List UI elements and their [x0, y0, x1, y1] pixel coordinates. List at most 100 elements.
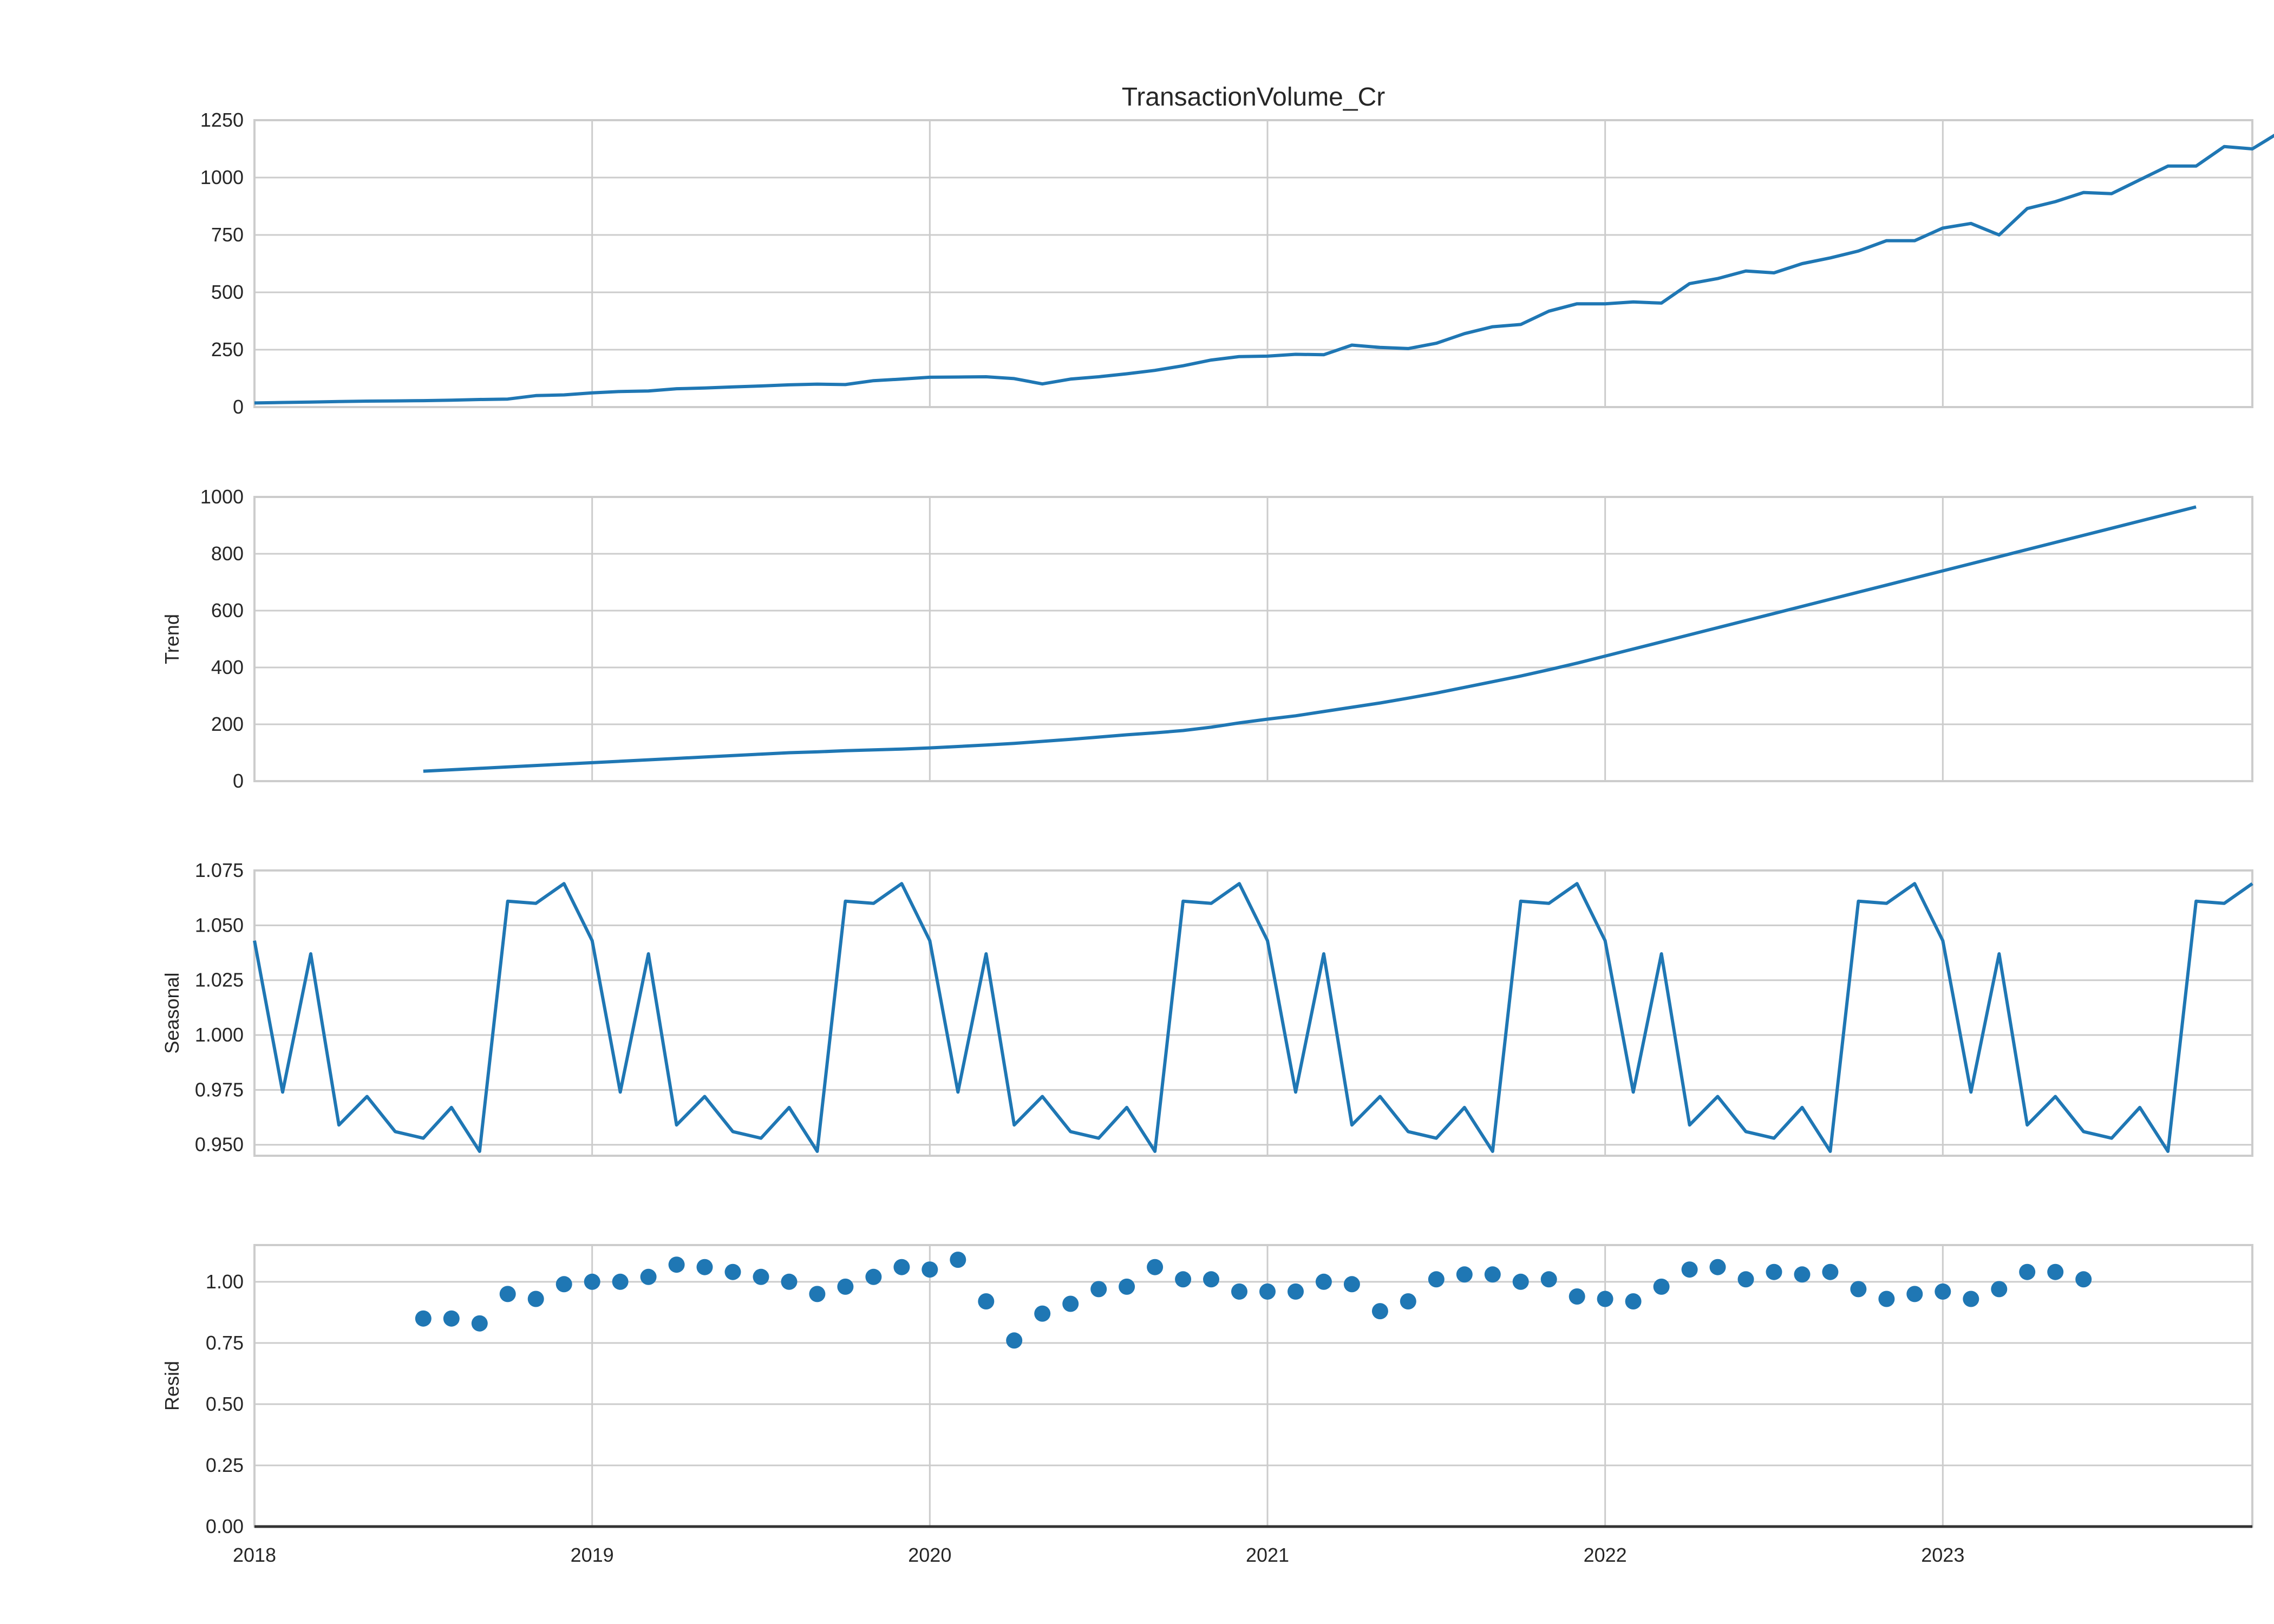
y-axis-label: Resid	[161, 1361, 183, 1411]
resid-point	[1315, 1273, 1332, 1290]
resid-point	[1963, 1291, 1979, 1307]
panel-trend: 0 200 400 600 800 1000 Trend	[161, 486, 2253, 792]
resid-point	[1343, 1276, 1360, 1293]
resid-point	[950, 1252, 966, 1268]
resid-point	[1259, 1283, 1276, 1300]
resid-point	[1569, 1288, 1585, 1305]
resid-point	[471, 1315, 488, 1332]
resid-point	[2075, 1271, 2092, 1288]
resid-point	[781, 1273, 798, 1290]
resid-point	[1878, 1291, 1895, 1307]
resid-point	[922, 1261, 938, 1278]
y-tick-label: 0.950	[195, 1134, 244, 1156]
y-tick-label: 1.075	[195, 859, 244, 881]
axes-frame	[253, 496, 2253, 782]
resid-point	[1231, 1283, 1247, 1300]
series-line-trend	[423, 505, 2197, 773]
resid-point	[753, 1268, 769, 1285]
x-tick-label: 2018	[233, 1544, 276, 1566]
resid-point	[1653, 1278, 1670, 1295]
y-tick-label: 400	[211, 656, 244, 678]
resid-point	[1456, 1266, 1473, 1283]
resid-point	[584, 1273, 600, 1290]
y-tick-label: 1000	[200, 486, 244, 508]
resid-point	[1794, 1266, 1811, 1283]
resid-point	[1090, 1281, 1107, 1298]
resid-point	[1062, 1295, 1079, 1312]
x-tick-label: 2020	[908, 1544, 951, 1566]
resid-point	[1006, 1332, 1023, 1349]
resid-point	[1428, 1271, 1445, 1288]
resid-point	[668, 1256, 685, 1273]
resid-point	[499, 1286, 516, 1302]
resid-point	[1512, 1273, 1529, 1290]
y-tick-label: 1000	[200, 166, 244, 188]
x-tick-label: 2023	[1921, 1544, 1964, 1566]
resid-point	[612, 1273, 629, 1290]
chart-title: TransactionVolume_Cr	[1122, 83, 1385, 112]
x-tick-label: 2021	[1246, 1544, 1289, 1566]
resid-point	[1906, 1286, 1923, 1302]
series-line-seasonal	[253, 882, 2253, 1153]
resid-point	[1371, 1303, 1388, 1320]
resid-point	[556, 1276, 572, 1293]
resid-point	[2047, 1263, 2064, 1280]
resid-point	[1737, 1271, 1754, 1288]
resid-point	[837, 1278, 854, 1295]
resid-point	[443, 1310, 460, 1327]
resid-point	[1147, 1259, 1164, 1275]
resid-point	[1681, 1261, 1698, 1278]
y-tick-label: 750	[211, 224, 244, 246]
y-axis-label: Trend	[161, 614, 183, 664]
y-tick-label: 0.975	[195, 1078, 244, 1101]
resid-point	[415, 1310, 432, 1327]
y-tick-label: 250	[211, 338, 244, 361]
resid-point	[527, 1291, 544, 1307]
y-tick-label: 0.00	[206, 1515, 244, 1537]
resid-point	[978, 1293, 995, 1309]
y-tick-label: 1.050	[195, 914, 244, 936]
resid-point	[1203, 1271, 1219, 1288]
resid-point	[1175, 1271, 1192, 1288]
axes-frame	[253, 869, 2253, 1157]
axes-frame	[253, 119, 2253, 408]
resid-point	[1850, 1281, 1867, 1298]
resid-point	[1034, 1305, 1051, 1322]
resid-point	[893, 1259, 910, 1275]
resid-point	[640, 1268, 657, 1285]
resid-point	[1991, 1281, 2008, 1298]
resid-point	[809, 1286, 826, 1302]
resid-point	[865, 1268, 882, 1285]
y-tick-label: 0.50	[206, 1393, 244, 1415]
resid-point	[724, 1263, 741, 1280]
y-tick-label: 0.75	[206, 1332, 244, 1354]
resid-point	[1766, 1263, 1782, 1280]
resid-point	[696, 1259, 713, 1275]
x-tick-label: 2022	[1584, 1544, 1627, 1566]
panel-seasonal: 0.950 0.975 1.000 1.025 1.050 1.075 Seasonal	[161, 859, 2253, 1157]
resid-point	[1935, 1283, 1951, 1300]
resid-point	[1822, 1263, 1839, 1280]
y-tick-label: 0	[233, 770, 244, 792]
resid-point	[1597, 1291, 1613, 1307]
resid-point	[1119, 1278, 1135, 1295]
panel-resid: 0.00 0.25 0.50 0.75 1.00 Resid 2018 2019 2020 202…	[161, 1244, 2253, 1566]
y-tick-label: 1.025	[195, 969, 244, 991]
resid-point	[1484, 1266, 1501, 1283]
resid-point	[1709, 1259, 1726, 1275]
resid-point	[1400, 1293, 1416, 1309]
y-tick-label: 600	[211, 599, 244, 621]
y-axis-label: Seasonal	[161, 972, 183, 1053]
y-tick-label: 500	[211, 281, 244, 303]
resid-point	[1288, 1283, 1304, 1300]
y-tick-label: 0	[233, 396, 244, 418]
y-tick-label: 1.00	[206, 1271, 244, 1293]
panel-observed: 0 250 500 750 1000 1250 TransactionVolume_Cr	[200, 83, 2274, 418]
resid-point	[1625, 1293, 1642, 1309]
y-tick-label: 200	[211, 713, 244, 735]
y-tick-label: 1.000	[195, 1024, 244, 1046]
series-line-observed	[254, 134, 2274, 405]
y-tick-label: 0.25	[206, 1454, 244, 1476]
y-tick-label: 1250	[200, 109, 244, 131]
